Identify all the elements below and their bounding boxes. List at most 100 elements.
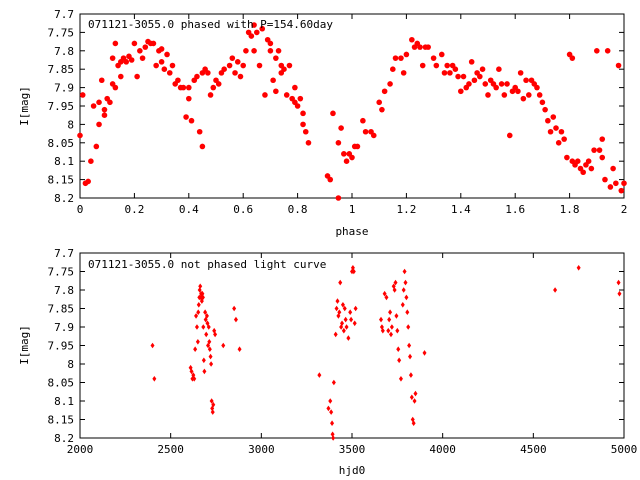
data-point [286,62,293,69]
data-point [330,420,335,426]
data-point [348,309,353,315]
data-point [256,62,263,69]
plot-frame-bottom [79,252,625,439]
plot-frame-top [79,13,625,199]
y-tick-label: 8.2 [54,432,74,445]
data-point [553,287,558,293]
data-point [388,331,393,338]
data-point [118,73,124,80]
data-point [88,158,94,164]
data-point [400,302,405,308]
data-point [248,33,255,39]
data-point [523,77,529,84]
data-point [526,92,532,98]
x-tick-label: 3000 [248,443,275,456]
data-point [561,136,567,142]
x-tick-group-bottom: 2000 2500 3000 3500 4000 4500 5000 [67,253,637,456]
data-point [607,184,614,190]
data-point [237,346,242,352]
data-point [281,66,287,72]
data-point [342,305,347,312]
data-point [403,279,408,286]
data-point [267,48,274,54]
x-tick-label: 0.8 [288,203,308,216]
data-point [407,342,412,349]
data-point [96,99,102,106]
data-point [346,335,351,341]
data-point [251,48,257,54]
data-point [441,70,448,76]
x-tick-group-top: 0 0.2 0.4 0.6 0.8 1 1.2 1.4 1.6 1.8 2 [77,14,628,216]
data-point [438,51,445,58]
data-point [210,409,215,415]
x-tick-label: 2000 [67,443,94,456]
data-point [152,376,157,382]
data-point [392,55,399,61]
x-tick-label: 1.6 [505,203,525,216]
data-point [208,353,213,360]
data-point [360,117,366,124]
data-point [550,114,557,120]
data-point [233,316,238,323]
data-point [204,313,209,319]
data-point [468,59,475,65]
data-point [409,36,415,43]
data-point [433,62,440,69]
data-point [194,324,199,330]
data-point [412,398,417,404]
y-tick-label: 7.7 [54,8,74,21]
x-tick-label: 1.2 [396,203,416,216]
data-point [396,346,401,352]
data-point [101,106,108,113]
data-point [389,324,394,330]
x-axis-label-bottom: hjd0 [339,464,366,477]
x-axis-label-top: phase [335,225,368,238]
data-point [362,128,369,135]
y-tick-group-bottom: 7.7 7.75 7.8 7.85 7.9 7.95 8 8.05 8.1 8.15 8.2 [48,247,624,445]
data-point [382,290,387,297]
data-point [425,44,431,50]
data-point [209,398,214,404]
y-tick-label: 7.85 [48,303,75,316]
data-point [234,59,241,65]
y-tick-label: 8.05 [48,137,75,150]
data-point [341,327,346,334]
data-point [211,401,216,408]
data-point [621,180,627,187]
data-point [387,316,392,323]
y-tick-label: 7.85 [48,63,75,76]
data-point [200,290,205,297]
data-point [109,55,116,61]
y-tick-group-top: 7.7 7.75 7.8 7.85 7.9 7.95 8 8.05 8.1 8.15 8.2 [48,8,624,205]
data-point [576,265,581,271]
data-point [205,70,211,76]
data-point [547,128,554,135]
data-point [112,40,119,47]
data-point [334,305,339,312]
data-point [294,103,301,109]
data-point [354,143,361,150]
data-point [267,40,274,47]
data-point [259,25,266,32]
data-point [98,77,105,84]
data-point [466,81,472,87]
data-point [596,147,603,153]
data-point [196,302,201,308]
data-point [405,309,410,315]
data-point [613,180,619,187]
data-point [237,73,244,80]
data-point [536,92,543,98]
data-point [335,140,342,146]
data-point [391,283,396,290]
x-tick-label: 2 [621,203,628,216]
data-point [175,77,181,84]
data-point [335,195,342,201]
data-point [477,73,483,80]
y-tick-label: 7.8 [54,284,74,297]
x-tick-label: 3500 [339,443,366,456]
data-point [221,66,227,72]
data-point [128,57,135,63]
data-point [353,305,358,312]
data-points-top [77,22,627,201]
